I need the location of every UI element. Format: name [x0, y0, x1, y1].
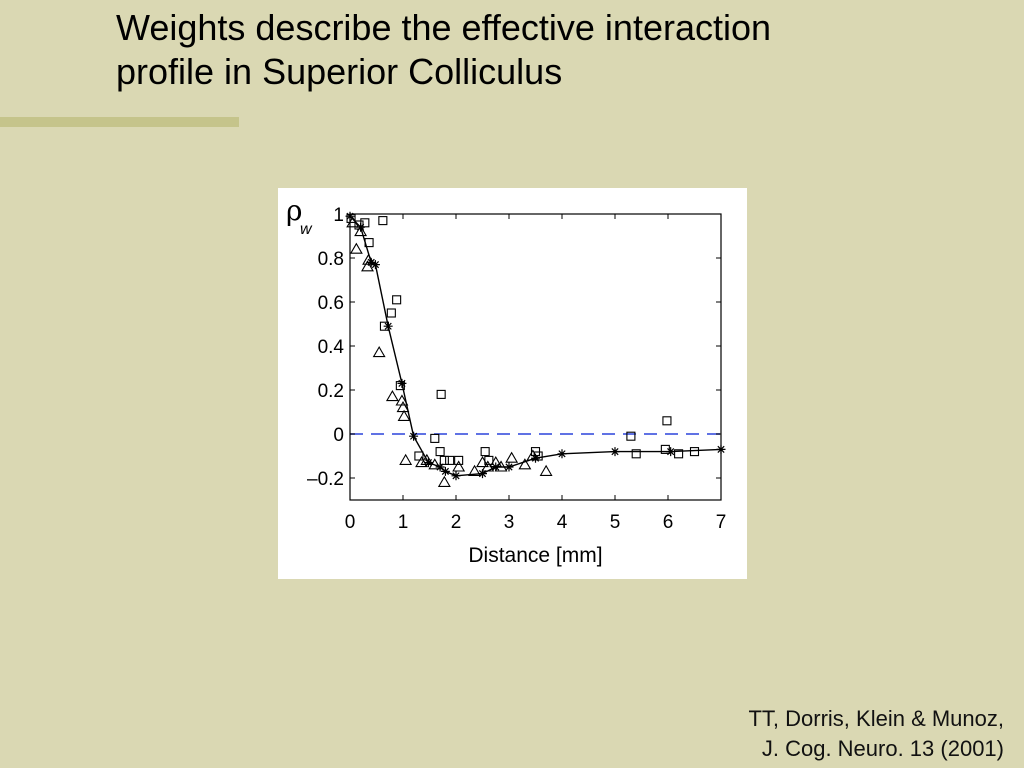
citation-line-2: J. Cog. Neuro. 13 (2001) [761, 736, 1004, 761]
triangle-marker [494, 460, 508, 472]
citation: TT, Dorris, Klein & Munoz, J. Cog. Neuro… [748, 704, 1004, 764]
square-marker [631, 449, 641, 459]
star-marker [531, 453, 540, 463]
star-marker [383, 321, 393, 331]
x-tick-label: 6 [663, 512, 674, 533]
triangle-marker [385, 390, 399, 402]
star-marker [491, 462, 501, 472]
axis-ticks-group [349, 213, 722, 500]
triangle-marker [468, 464, 482, 476]
triangle-marker [518, 458, 532, 470]
star-marker [504, 462, 514, 472]
triangle-marker [476, 456, 489, 468]
star-marker [666, 447, 676, 457]
triangle-marker [361, 260, 374, 272]
y-tick-label: –0.2 [307, 469, 344, 490]
square-marker [626, 431, 636, 441]
slide-title-line-2: profile in Superior Colliculus [116, 51, 563, 92]
square-marker [386, 308, 396, 318]
x-tick-label: 0 [345, 512, 356, 533]
title-underline-bar [0, 117, 239, 127]
triangle-marker [505, 451, 519, 463]
square-marker [660, 444, 670, 454]
x-axis-label: Distance [mm] [468, 544, 602, 567]
x-tick-label: 5 [610, 512, 621, 533]
slide-title-line-1: Weights describe the effective interacti… [116, 7, 772, 48]
plot-frame [349, 213, 722, 501]
square-marker [689, 447, 700, 457]
axis-labels-group: 0 1 2 3 4 5 6 7 1 0.8 0.6 0.4 0.2 0 –0.2 Distance [mm] ρ… [286, 194, 726, 567]
square-marker [435, 447, 445, 457]
square-marker [364, 238, 374, 248]
triangle-marker [397, 409, 411, 421]
triangle-marker [372, 346, 386, 358]
star-marker [366, 257, 376, 267]
star-marker [370, 260, 380, 270]
chart-figure: 0 1 2 3 4 5 6 7 1 0.8 0.6 0.4 0.2 0 –0.2 Distance [mm] ρ… [278, 188, 747, 579]
square-marker [454, 455, 464, 465]
star-marker [409, 431, 419, 441]
y-tick-label: 0 [333, 425, 344, 446]
y-tick-label: 0.8 [318, 249, 344, 270]
square-marker [439, 455, 449, 465]
triangle-marker [452, 460, 466, 472]
triangle-marker [539, 464, 553, 476]
triangle-marker [354, 225, 368, 237]
data-markers-group [345, 211, 726, 487]
y-axis-label-subscript: w [300, 221, 313, 238]
triangle-marker [437, 475, 451, 487]
star-marker [397, 378, 407, 388]
star-marker [356, 222, 366, 232]
y-tick-label: 0.2 [318, 381, 344, 402]
square-marker [445, 455, 455, 465]
star-marker [478, 469, 487, 479]
series-star-line [349, 215, 722, 477]
x-tick-label: 4 [557, 512, 568, 533]
triangle-marker [399, 453, 413, 465]
x-tick-label: 3 [504, 512, 515, 533]
star-marker [440, 466, 450, 476]
square-marker [662, 416, 672, 426]
triangle-marker [396, 401, 410, 413]
square-marker [414, 451, 424, 461]
square-marker [480, 447, 490, 457]
citation-line-1: TT, Dorris, Klein & Munoz, [748, 706, 1004, 731]
star-marker [435, 462, 445, 472]
x-tick-label: 2 [451, 512, 462, 533]
y-axis-label-symbol: ρ [286, 194, 302, 227]
triangle-marker [415, 456, 429, 468]
star-marker [451, 471, 461, 481]
square-marker [430, 433, 440, 443]
slide-title: Weights describe the effective interacti… [116, 6, 936, 94]
x-tick-label: 1 [398, 512, 409, 533]
x-tick-label: 7 [716, 512, 727, 533]
star-marker [610, 447, 620, 457]
y-tick-label: 0.4 [318, 337, 345, 358]
chart-svg: 0 1 2 3 4 5 6 7 1 0.8 0.6 0.4 0.2 0 –0.2 Distance [mm] ρ… [286, 194, 726, 567]
square-marker [674, 449, 684, 459]
y-tick-label: 0.6 [318, 293, 344, 314]
square-marker [436, 389, 446, 399]
star-marker [423, 458, 433, 468]
star-marker [557, 449, 567, 459]
y-tick-label: 1 [333, 205, 344, 226]
square-marker [378, 216, 388, 226]
fit-line-group [349, 215, 722, 477]
triangle-marker [349, 242, 363, 254]
square-marker [392, 295, 402, 305]
